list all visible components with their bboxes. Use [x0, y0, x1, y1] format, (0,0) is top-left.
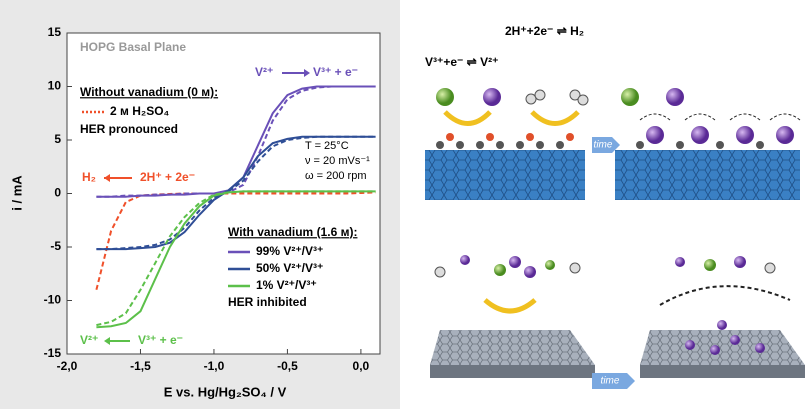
reaction-label: V³⁺+e⁻ ⇌ V²⁺	[425, 55, 498, 69]
ion	[646, 126, 664, 144]
substrate-lattice	[425, 150, 585, 200]
annotation: With vanadium (1.6 м):	[228, 225, 357, 239]
annotation: HOPG Basal Plane	[80, 40, 186, 54]
legend-label: 2 м H₂SO₄	[110, 104, 170, 118]
ion	[621, 88, 639, 106]
ion	[509, 256, 521, 268]
x-tick-label: -1,5	[130, 359, 151, 373]
time-label: time	[594, 140, 613, 151]
x-tick-label: -0,5	[277, 359, 298, 373]
substrate	[640, 365, 805, 378]
annotation: V³⁺ + e⁻	[313, 65, 358, 79]
ion	[578, 95, 588, 105]
annotation: T = 25°C	[305, 140, 349, 152]
y-tick-label: -15	[44, 346, 62, 360]
y-tick-label: -5	[50, 239, 61, 253]
time-label: time	[601, 376, 620, 387]
substrate	[430, 365, 595, 378]
ion	[535, 90, 545, 100]
schematic: 2H⁺+2e⁻ ⇌ H₂ V³⁺+e⁻ ⇌ V²⁺ time	[425, 24, 805, 389]
layer	[640, 114, 800, 120]
annotation: H₂	[82, 170, 96, 184]
annotation: V³⁺ + e⁻	[138, 333, 183, 347]
annotation: ω = 200 rpm	[305, 170, 366, 182]
annotation: HER inhibited	[228, 295, 307, 309]
ion	[435, 267, 445, 277]
legend-label: 50% V²⁺/V³⁺	[256, 261, 323, 275]
ion	[460, 255, 470, 265]
legend-label: 99% V²⁺/V³⁺	[256, 244, 323, 258]
ion	[666, 88, 684, 106]
y-tick-label: 15	[48, 25, 62, 39]
substrate-lattice	[640, 330, 805, 365]
annotation: 2H⁺ + 2e⁻	[140, 170, 195, 184]
ion	[776, 126, 794, 144]
annotation: V²⁺	[80, 333, 98, 347]
figure: -15 -10 -5 0 5 10 15 -2,0 -1,5 -1,0 -0,5 0,0 2 м H₂S…	[0, 0, 811, 409]
annotation: ν = 20 mVs⁻¹	[305, 155, 370, 167]
adsorbates	[446, 133, 574, 141]
annotation: Without vanadium (0 м):	[80, 85, 218, 99]
y-tick-label: 5	[54, 132, 61, 146]
ion	[545, 260, 555, 270]
y-tick-label: 10	[48, 79, 62, 93]
ion	[736, 126, 754, 144]
x-tick-label: -2,0	[57, 359, 78, 373]
ion	[494, 264, 506, 276]
ion	[691, 126, 709, 144]
ion	[483, 88, 501, 106]
ion	[524, 266, 536, 278]
x-tick-label: -1,0	[204, 359, 225, 373]
y-tick-label: 0	[54, 186, 61, 200]
arrow	[445, 112, 490, 124]
x-axis-label: E vs. Hg/Hg₂SO₄ / V	[164, 384, 287, 399]
ion	[526, 94, 536, 104]
y-tick-label: -10	[44, 293, 62, 307]
y-axis-label: i / mA	[9, 175, 24, 211]
x-tick-label: 0,0	[353, 359, 370, 373]
annotation: V²⁺	[255, 65, 273, 79]
ion	[436, 88, 454, 106]
arrow	[485, 300, 535, 311]
layer	[660, 286, 790, 305]
arrow	[532, 112, 578, 124]
ion	[570, 263, 580, 273]
substrate-lattice	[615, 150, 800, 200]
substrate-lattice	[430, 330, 595, 365]
reaction-label: 2H⁺+2e⁻ ⇌ H₂	[505, 24, 584, 38]
annotation: HER pronounced	[80, 122, 178, 136]
legend-label: 1% V²⁺/V³⁺	[256, 278, 317, 292]
